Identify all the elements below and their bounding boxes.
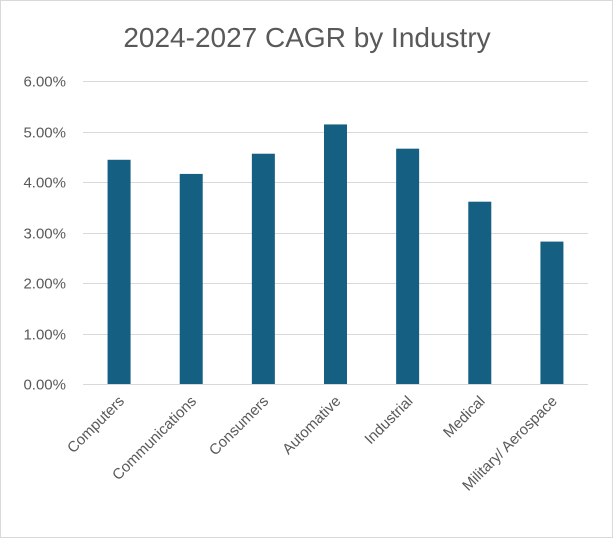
bar-medical [468, 201, 492, 384]
y-tick-label: 4.00% [23, 175, 66, 192]
chart-title: 2024-2027 CAGR by Industry [123, 22, 490, 53]
bar-military-aerospace [540, 241, 564, 384]
x-category-label: Medical [440, 393, 489, 442]
x-category-label: Automative [279, 393, 344, 458]
bar-industrial [396, 148, 420, 384]
bars [107, 124, 564, 385]
bar-computers [107, 159, 131, 384]
y-tick-label: 1.00% [23, 327, 66, 344]
x-category-label: Consumers [206, 393, 272, 459]
x-category-label: Computers [64, 393, 128, 457]
x-category-label: Industrial [361, 393, 416, 448]
y-tick-label: 2.00% [23, 276, 66, 293]
y-tick-label: 5.00% [23, 125, 66, 142]
bar-consumers [251, 153, 275, 384]
bar-automative [324, 124, 347, 385]
y-tick-label: 0.00% [23, 377, 66, 394]
bar-communications [179, 173, 203, 384]
y-axis-ticks: 0.00% 1.00% 2.00% 3.00% 4.00% 5.00% 6.00% [23, 74, 66, 394]
y-tick-label: 6.00% [23, 74, 66, 91]
y-tick-label: 3.00% [23, 226, 66, 243]
